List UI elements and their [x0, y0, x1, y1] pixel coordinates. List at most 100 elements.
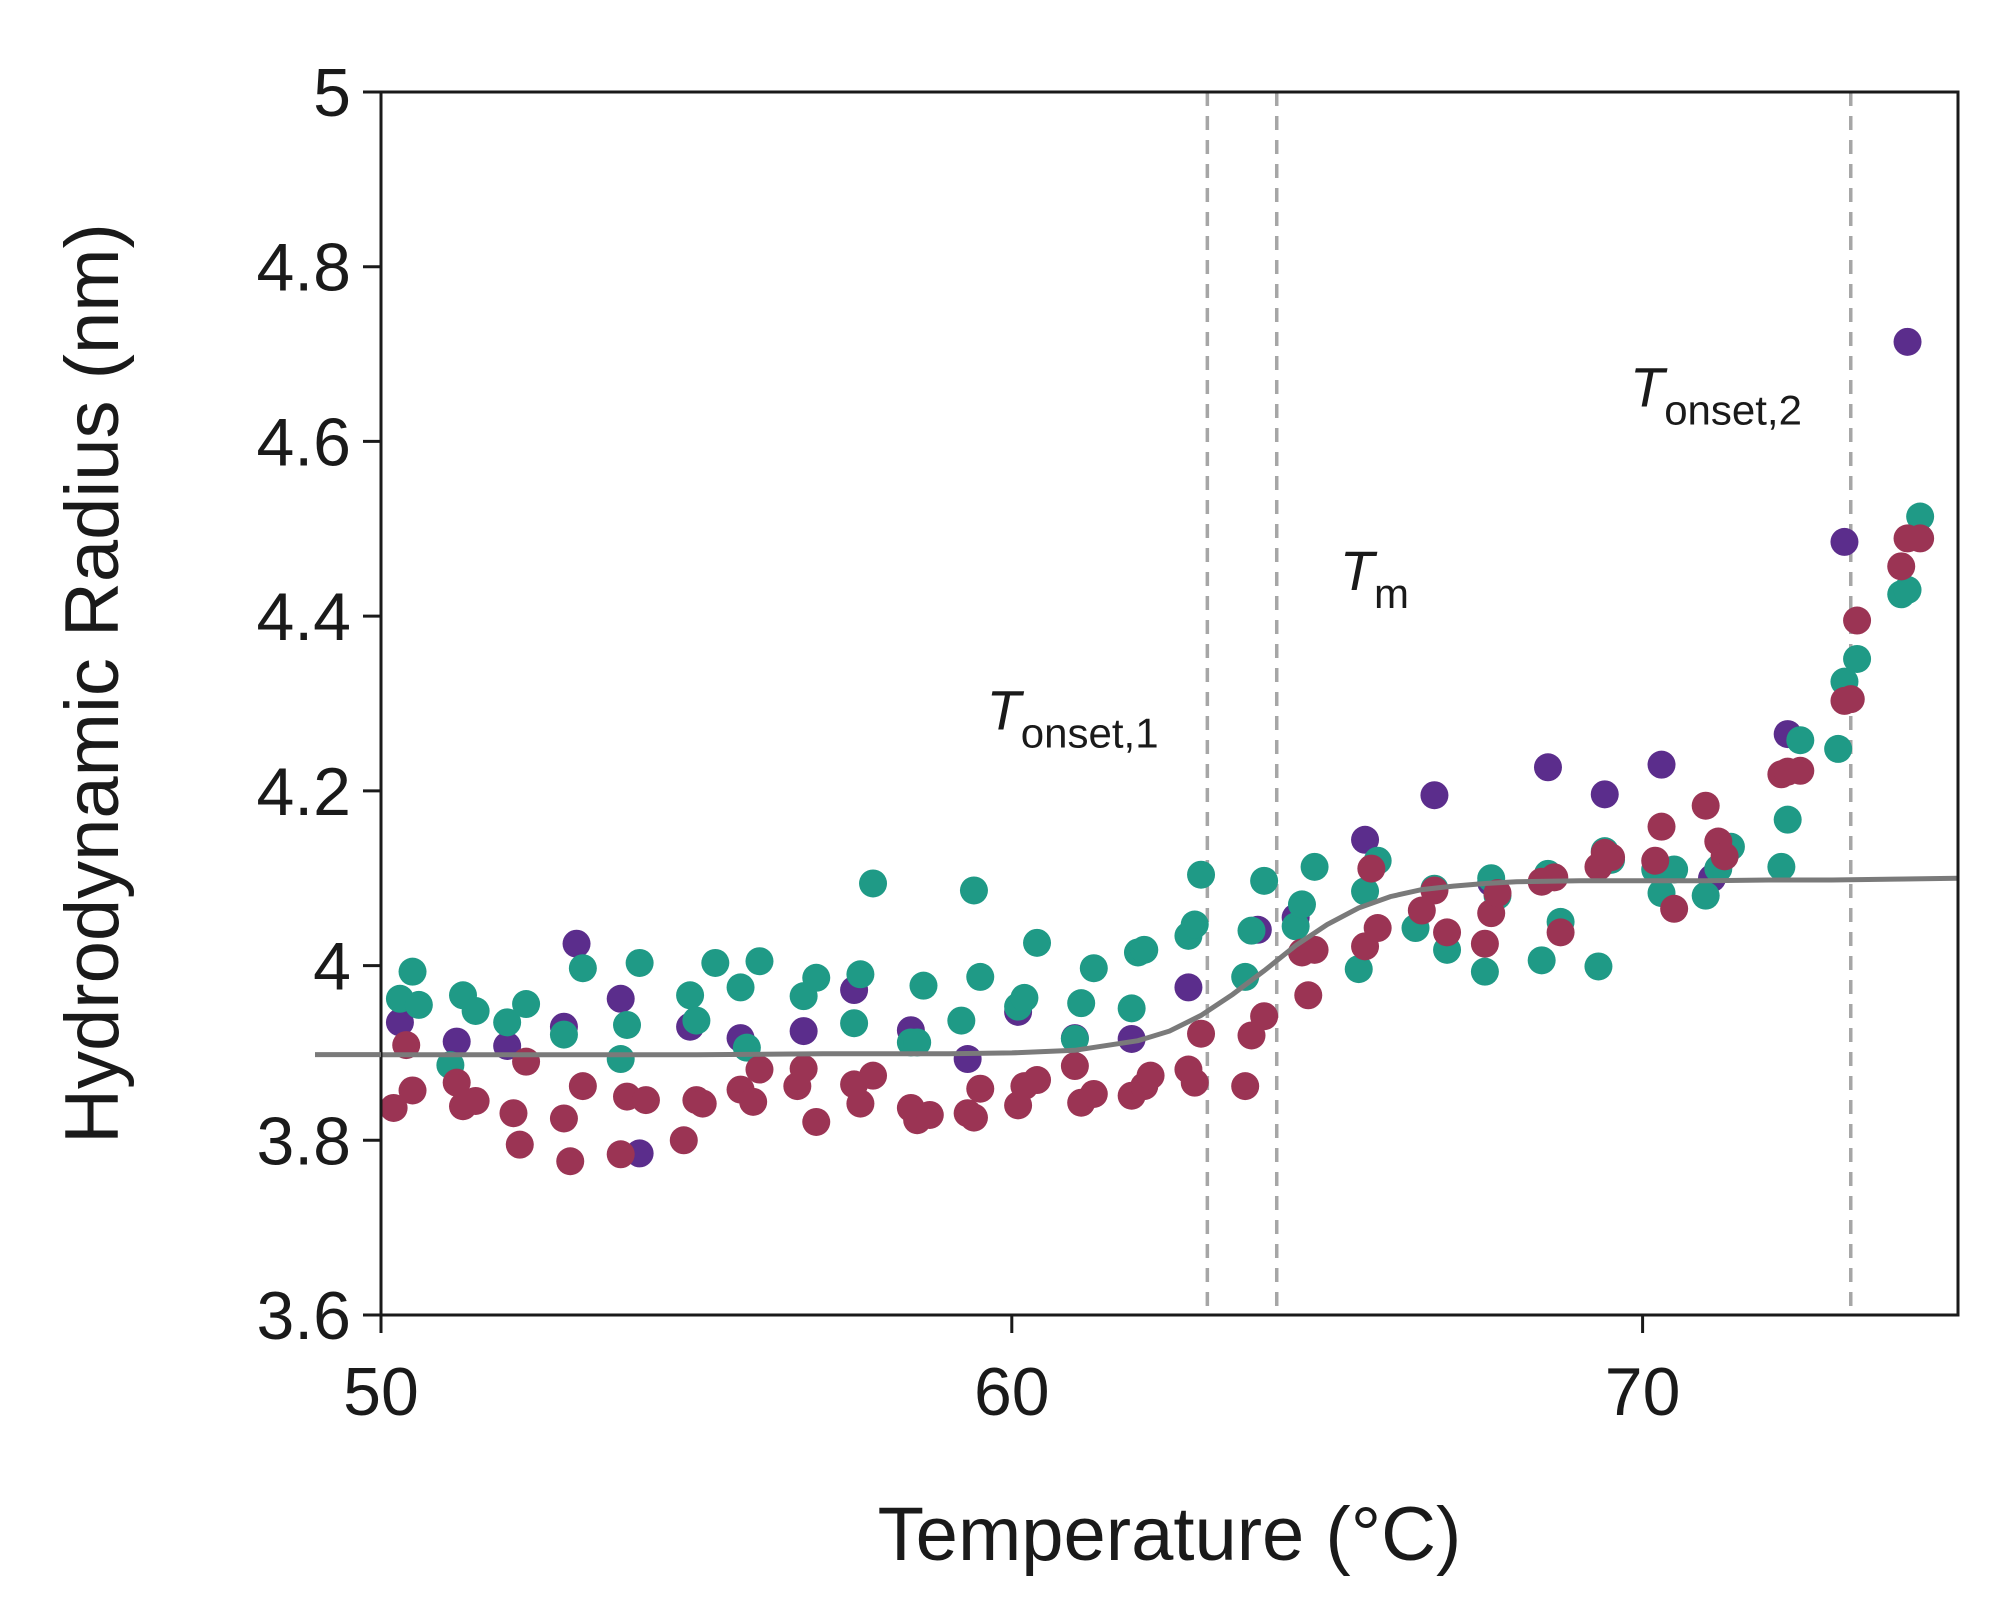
data-point: [493, 1008, 522, 1037]
data-point: [398, 957, 427, 986]
data-point: [1174, 973, 1203, 1002]
data-point: [1887, 552, 1916, 581]
plot-frame: [379, 90, 1960, 1317]
data-point: [1590, 780, 1619, 809]
x-axis-label: Temperature (°C): [878, 1492, 1462, 1577]
data-point: [613, 1010, 642, 1039]
data-point: [1136, 1061, 1165, 1090]
data-point: [966, 962, 995, 991]
data-point: [1691, 791, 1720, 820]
x-tick-label: 50: [343, 1354, 419, 1430]
data-point: [1584, 952, 1613, 981]
data-point: [1647, 750, 1676, 779]
data-point: [1533, 753, 1562, 782]
data-point: [1641, 846, 1670, 875]
data-point: [859, 1061, 888, 1090]
data-point: [1231, 962, 1260, 991]
data-point: [385, 1008, 414, 1037]
data-point: [1773, 805, 1802, 834]
data-point: [1710, 842, 1739, 871]
annotation-onset-2: Tonset,2: [1630, 355, 1802, 433]
data-point: [442, 1027, 471, 1056]
data-point: [739, 1087, 768, 1116]
data-point: [1483, 879, 1512, 908]
data-point: [1281, 912, 1310, 941]
data-point: [1180, 1068, 1209, 1097]
y-tick-label: 4.2: [256, 754, 351, 830]
data-point: [1830, 527, 1859, 556]
data-point: [461, 1086, 490, 1115]
data-point: [1786, 756, 1815, 785]
data-point: [1470, 929, 1499, 958]
data-point: [562, 929, 591, 958]
y-tick-label: 4.6: [256, 404, 351, 480]
data-point: [1647, 812, 1676, 841]
data-point: [1023, 1066, 1052, 1095]
data-point: [381, 1093, 408, 1122]
data-point: [549, 1020, 578, 1049]
data-point: [1250, 866, 1279, 895]
data-point: [1767, 852, 1796, 881]
x-tick-label: 70: [1605, 1354, 1681, 1430]
data-point: [1079, 1079, 1108, 1108]
data-point: [461, 996, 490, 1025]
annotation-m: Tm: [1340, 539, 1409, 617]
data-point: [1357, 854, 1386, 883]
data-point: [859, 869, 888, 898]
data-point: [1420, 781, 1449, 810]
annotations: Tonset,1 Tm Tonset,2: [987, 355, 1802, 756]
data-point: [903, 1028, 932, 1057]
annotation-onset-1: Tonset,1: [987, 679, 1159, 757]
data-point: [631, 1086, 660, 1115]
data-point: [1540, 863, 1569, 892]
data-point: [1130, 935, 1159, 964]
y-tick-label: 3.6: [256, 1278, 351, 1354]
data-point: [1187, 1019, 1216, 1048]
fit-curve-group: [381, 875, 1958, 1058]
data-point: [512, 990, 541, 1019]
data-point: [1117, 1024, 1146, 1053]
y-axis-label: Hydrodynamic Radius (nm): [50, 223, 135, 1144]
data-point: [947, 1006, 976, 1035]
x-tick-label: 60: [974, 1354, 1050, 1430]
data-point: [1237, 916, 1266, 945]
data-point: [953, 1045, 982, 1074]
data-point: [1824, 734, 1853, 763]
data-point: [1187, 860, 1216, 889]
data-point: [1180, 910, 1209, 939]
data-point: [1836, 685, 1865, 714]
y-tick-label: 5: [313, 55, 351, 131]
data-point: [1906, 524, 1935, 553]
data-point: [1010, 983, 1039, 1012]
data-points: [381, 327, 1935, 1176]
data-point: [802, 1107, 831, 1136]
data-point: [1660, 894, 1689, 923]
data-point: [625, 948, 654, 977]
marker-lines: [1205, 92, 1853, 1315]
data-point: [1527, 946, 1556, 975]
data-point: [505, 1130, 534, 1159]
data-point: [726, 973, 755, 1002]
data-point: [846, 1089, 875, 1118]
y-tick-label: 4: [313, 929, 351, 1005]
data-point: [1344, 955, 1373, 984]
data-point: [959, 876, 988, 905]
data-point: [959, 1103, 988, 1132]
data-point: [789, 1054, 818, 1083]
data-point: [1300, 852, 1329, 881]
data-point: [512, 1047, 541, 1076]
data-point: [745, 947, 774, 976]
data-point: [669, 1126, 698, 1155]
data-point: [846, 960, 875, 989]
data-point: [1597, 843, 1626, 872]
data-point: [1351, 825, 1380, 854]
data-point: [840, 1009, 869, 1038]
data-point: [789, 1017, 818, 1046]
data-point: [568, 1072, 597, 1101]
data-point: [398, 1076, 427, 1105]
data-point: [556, 1147, 585, 1176]
data-point: [1691, 881, 1720, 910]
data-point: [1786, 726, 1815, 755]
data-point: [1351, 877, 1380, 906]
